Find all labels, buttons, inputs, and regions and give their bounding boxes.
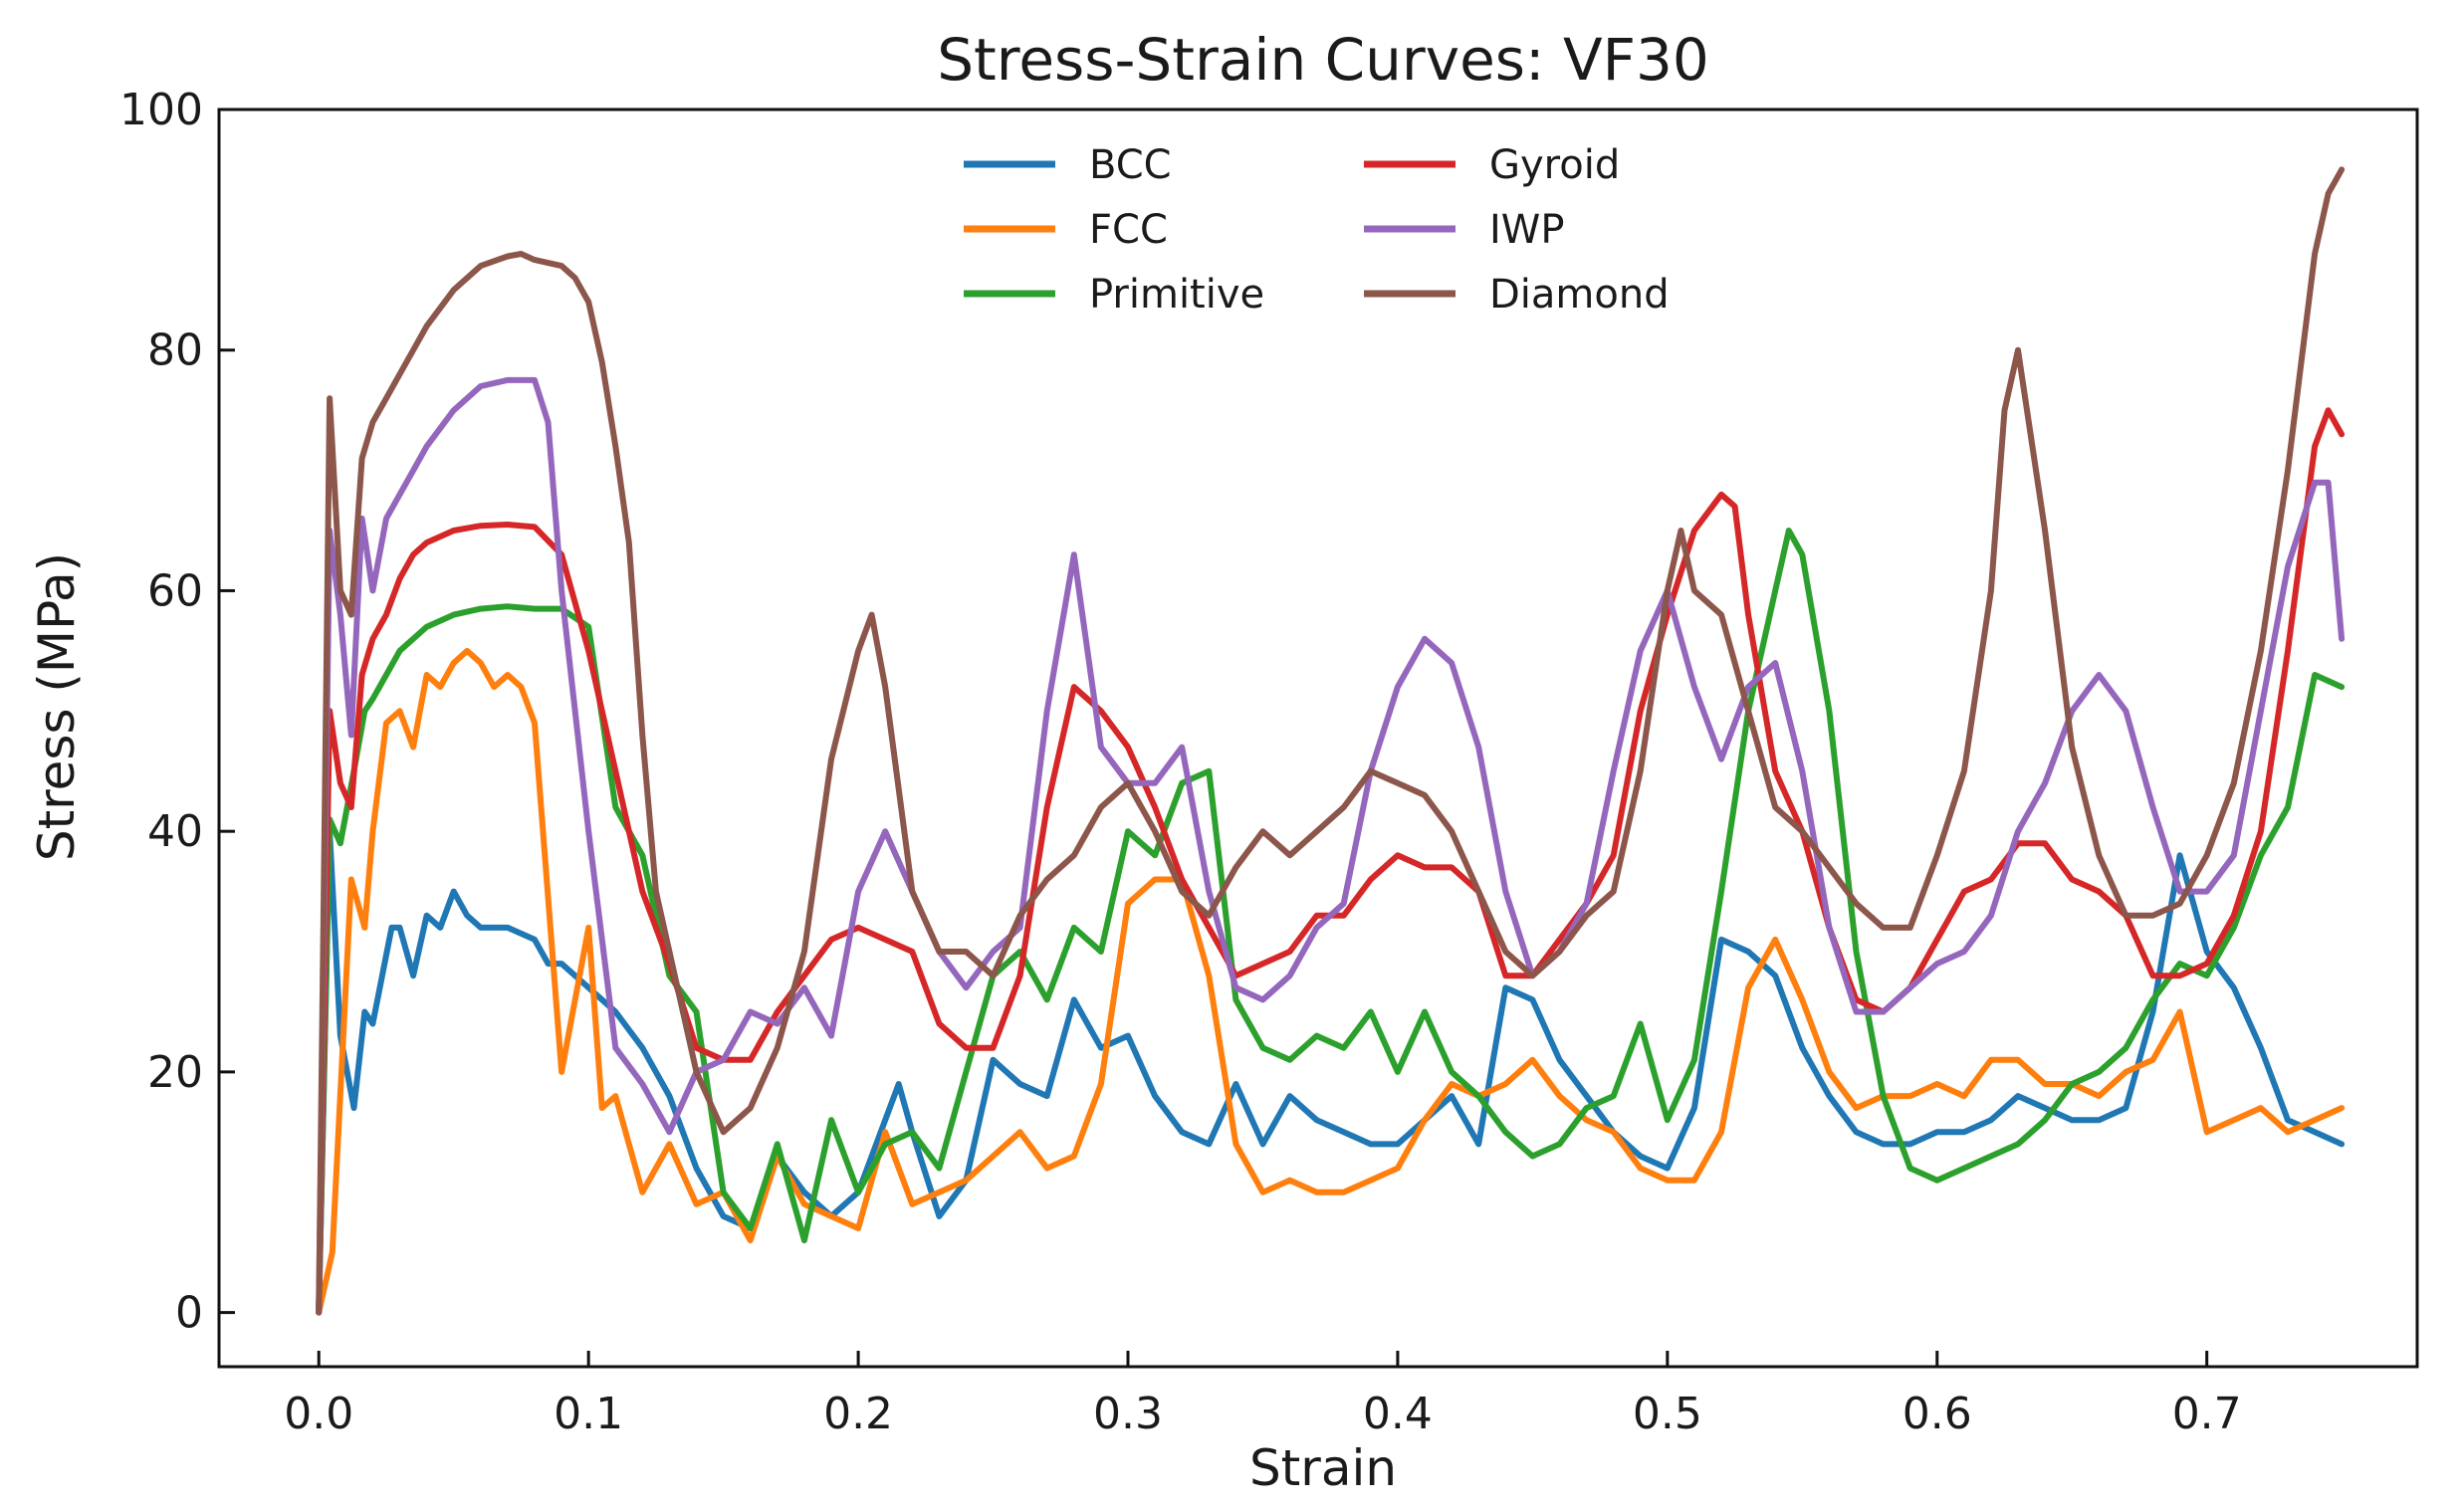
x-axis-label: Strain [1249,1439,1397,1497]
legend: BCC FCC Primitive Gyroid IWP Diamond [964,142,1670,318]
y-tick-label: 60 [147,565,203,616]
y-tick-label: 40 [147,806,203,857]
series-line-fcc [316,647,2346,1316]
x-axis: 0.0 0.1 0.2 0.3 0.4 0.5 0.6 0.7 [284,1351,2242,1439]
legend-label-gyroid: Gyroid [1489,142,1620,188]
series-line-primitive [316,528,2346,1316]
legend-label-primitive: Primitive [1089,272,1264,318]
y-axis: 0 20 40 60 80 100 [119,85,235,1339]
x-tick-label: 0.3 [1093,1389,1163,1439]
legend-label-diamond: Diamond [1489,272,1670,318]
y-axis-label: Stress (MPa) [28,552,86,861]
legend-label-iwp: IWP [1489,207,1564,253]
y-tick-label: 80 [147,325,203,376]
y-tick-label: 0 [175,1288,203,1339]
x-tick-label: 0.0 [284,1389,353,1439]
x-tick-label: 0.5 [1633,1389,1702,1439]
x-tick-label: 0.6 [1902,1389,1972,1439]
series-line-gyroid [316,407,2346,1316]
y-tick-label: 20 [147,1047,203,1098]
plot-frame [217,108,2419,1369]
series-line-bcc [316,828,2346,1316]
y-tick-label: 100 [119,85,203,135]
legend-label-bcc: BCC [1089,142,1172,188]
chart-title: Stress-Strain Curves: VF30 [937,26,1709,94]
series-line-diamond [316,166,2346,1316]
x-tick-label: 0.4 [1363,1389,1433,1439]
legend-label-fcc: FCC [1089,207,1168,253]
x-tick-label: 0.2 [823,1389,893,1439]
series-layer [316,166,2346,1316]
x-tick-label: 0.7 [2172,1389,2242,1439]
x-tick-label: 0.1 [554,1389,623,1439]
series-line-iwp [316,376,2346,1316]
